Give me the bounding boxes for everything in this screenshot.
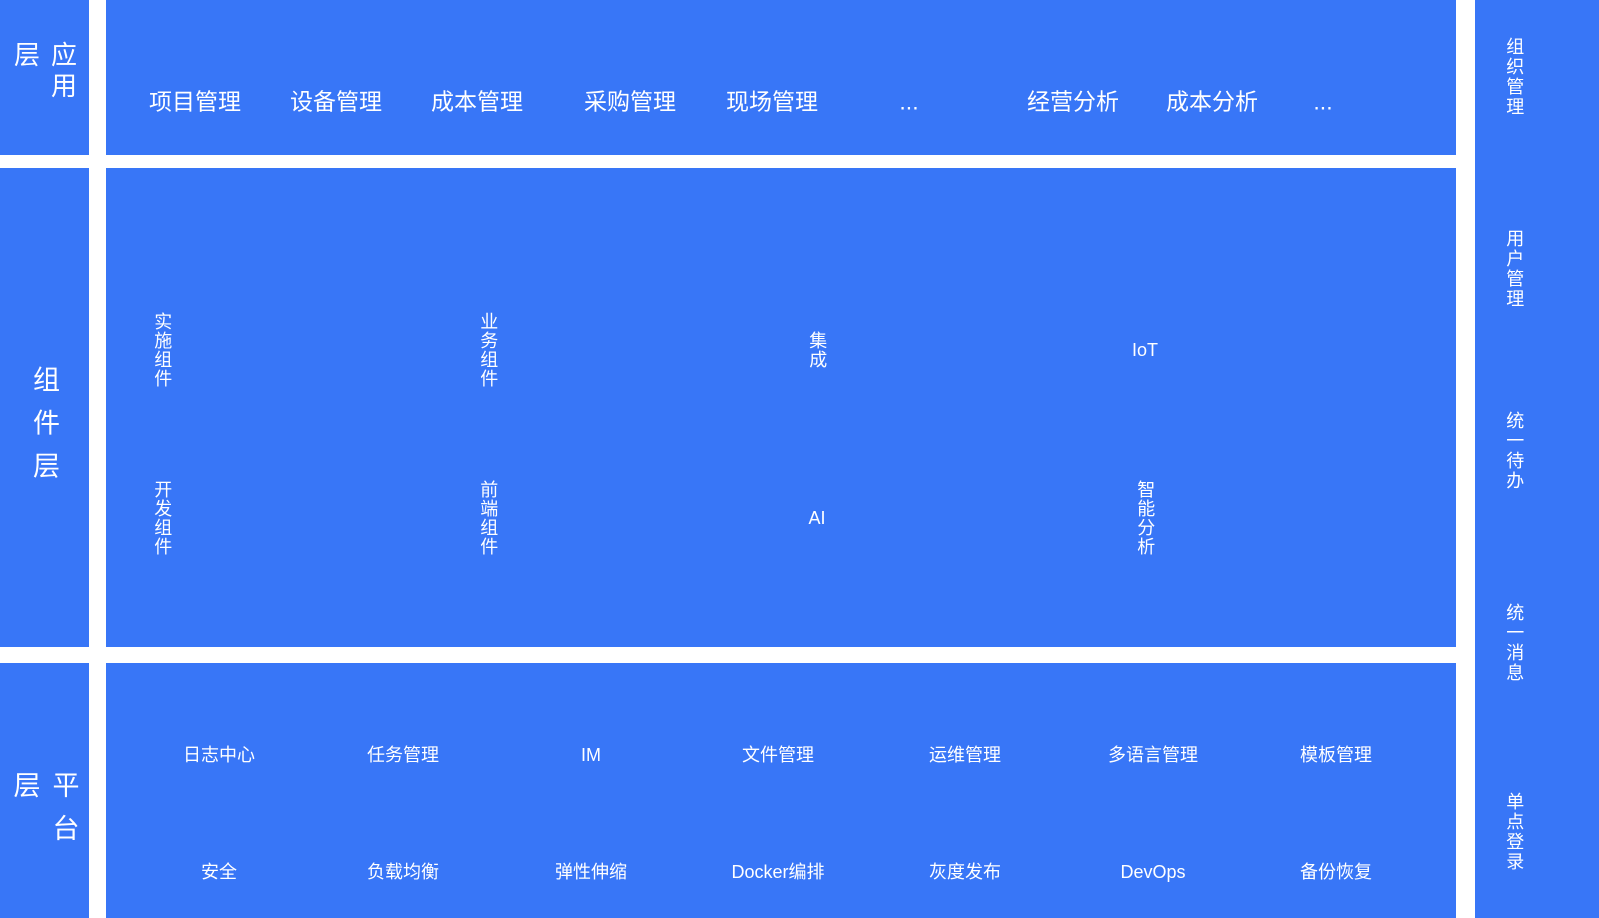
right-rail-panel: 组织管理 用户管理 统一待办 统一消息 单点登录	[1475, 0, 1599, 918]
plat-item-im: IM	[581, 744, 601, 765]
comp-item-development-components: 开发组件	[152, 480, 173, 556]
plat-item-backup-recovery: 备份恢复	[1300, 861, 1372, 882]
app-item-more-analysis-ellipsis: ...	[1313, 88, 1333, 115]
rail-item-single-sign-on: 单点登录	[1504, 792, 1525, 872]
app-item-cost-analysis: 成本分析	[1166, 88, 1258, 115]
plat-item-load-balancing: 负载均衡	[367, 861, 439, 882]
application-layer-panel: 项目管理 设备管理 成本管理 采购管理 现场管理 ... 经营分析 成本分析 .…	[106, 0, 1456, 155]
app-item-site-management: 现场管理	[726, 88, 818, 115]
platform-layer-label-panel: 平台层	[0, 663, 89, 918]
component-layer-label-panel: 组件层	[0, 168, 89, 647]
app-item-business-analysis: 经营分析	[1027, 88, 1119, 115]
app-item-equipment-management: 设备管理	[290, 88, 382, 115]
plat-item-docker-orchestration: Docker编排	[731, 861, 825, 882]
comp-item-business-components: 业务组件	[478, 312, 499, 388]
plat-item-ops-management: 运维管理	[929, 744, 1001, 765]
plat-item-file-management: 文件管理	[742, 744, 814, 765]
application-layer-label-panel: 应用层	[0, 0, 89, 155]
component-layer-label: 组件层	[29, 365, 59, 495]
plat-item-security: 安全	[201, 861, 237, 882]
app-item-project-management: 项目管理	[149, 88, 241, 115]
app-item-more-ellipsis: ...	[899, 88, 919, 115]
rail-item-organization-management: 组织管理	[1504, 37, 1525, 117]
plat-item-task-management: 任务管理	[367, 744, 439, 765]
plat-item-devops: DevOps	[1120, 861, 1186, 882]
comp-item-ai: AI	[808, 507, 826, 528]
app-item-procurement-management: 采购管理	[584, 88, 676, 115]
comp-item-integration: 集成	[807, 331, 828, 369]
app-item-cost-management: 成本管理	[431, 88, 523, 115]
plat-item-template-management: 模板管理	[1300, 744, 1372, 765]
plat-item-elastic-scaling: 弹性伸缩	[555, 861, 627, 882]
rail-item-unified-todo: 统一待办	[1504, 411, 1525, 491]
plat-item-gray-release: 灰度发布	[929, 861, 1001, 882]
comp-item-implementation-components: 实施组件	[152, 312, 173, 388]
component-layer-panel: 实施组件 业务组件 集成 IoT 开发组件 前端组件 AI 智能分析	[106, 168, 1456, 647]
comp-item-iot: IoT	[1131, 339, 1159, 360]
platform-layer-label: 平台层	[9, 771, 79, 857]
rail-item-user-management: 用户管理	[1504, 229, 1525, 309]
plat-item-multilanguage-management: 多语言管理	[1108, 744, 1198, 765]
platform-layer-panel: 日志中心 任务管理 IM 文件管理 运维管理 多语言管理 模板管理 安全 负载均…	[106, 663, 1456, 918]
comp-item-intelligent-analysis: 智能分析	[1135, 480, 1156, 556]
plat-item-log-center: 日志中心	[183, 744, 255, 765]
application-layer-label: 应用层	[10, 41, 78, 103]
rail-item-unified-message: 统一消息	[1504, 603, 1525, 683]
comp-item-frontend-components: 前端组件	[478, 480, 499, 556]
